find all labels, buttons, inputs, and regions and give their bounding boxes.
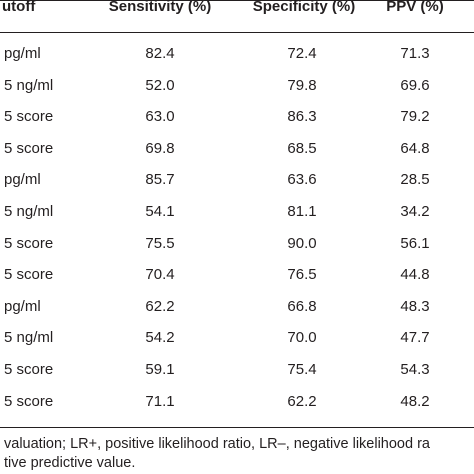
cell-ppv: 71.3 [400, 45, 430, 62]
cell-cutoff: pg/ml [4, 171, 41, 189]
cell-sensitivity: 59.1 [145, 361, 175, 378]
cell-cutoff: pg/ml [4, 45, 41, 62]
cell-cutoff: 5 score [4, 361, 54, 378]
table-top-rule [0, 0, 474, 1]
cell-ppv: 54.3 [400, 361, 430, 378]
header-specificity: Specificity (%) [252, 0, 356, 15]
cell-specificity: 62.2 [287, 392, 317, 410]
cell-cutoff: 5 ng/ml [4, 329, 54, 347]
cell-sensitivity: 52.0 [145, 76, 175, 94]
cell-ppv: 48.3 [400, 297, 430, 315]
header-sensitivity: Sensitivity (%) [108, 0, 212, 15]
footnote-line-2: tive predictive value. [4, 455, 136, 471]
header-cutoff: utoff [2, 0, 36, 15]
cell-ppv: 34.2 [400, 203, 430, 220]
table-bottom-rule [0, 427, 474, 428]
cell-specificity: 79.8 [287, 76, 317, 94]
cell-ppv: 56.1 [400, 234, 430, 252]
cell-specificity: 76.5 [287, 266, 317, 284]
cell-sensitivity: 71.1 [145, 392, 175, 410]
cell-ppv: 64.8 [400, 139, 430, 157]
cell-cutoff: 5 ng/ml [4, 76, 54, 94]
cell-cutoff: 5 score [4, 108, 54, 126]
cell-specificity: 75.4 [287, 361, 317, 378]
cell-sensitivity: 85.7 [145, 171, 175, 189]
cell-specificity: 68.5 [287, 139, 317, 157]
cell-specificity: 81.1 [287, 203, 317, 220]
cell-ppv: 69.6 [400, 76, 430, 94]
cell-specificity: 63.6 [287, 171, 317, 189]
cell-ppv: 47.7 [400, 329, 430, 347]
cell-sensitivity: 82.4 [145, 45, 175, 62]
footnote-line-1: valuation; LR+, positive likelihood rati… [4, 436, 430, 452]
cell-specificity: 66.8 [287, 297, 317, 315]
cell-ppv: 28.5 [400, 171, 430, 189]
header-ppv: PPV (%) [386, 0, 444, 15]
cell-cutoff: 5 score [4, 234, 54, 252]
cell-specificity: 70.0 [287, 329, 317, 347]
cell-cutoff: pg/ml [4, 297, 41, 315]
cell-ppv: 44.8 [400, 266, 430, 284]
cell-cutoff: 5 ng/ml [4, 203, 54, 220]
cell-ppv: 79.2 [400, 108, 430, 126]
cell-ppv: 48.2 [400, 392, 430, 410]
cell-specificity: 90.0 [287, 234, 317, 252]
table-header-rule [0, 32, 474, 33]
cell-cutoff: 5 score [4, 266, 54, 284]
cell-sensitivity: 54.1 [145, 203, 175, 220]
cell-cutoff: 5 score [4, 392, 54, 410]
cell-sensitivity: 75.5 [145, 234, 175, 252]
cell-sensitivity: 62.2 [145, 297, 175, 315]
cell-sensitivity: 70.4 [145, 266, 175, 284]
cell-sensitivity: 63.0 [145, 108, 175, 126]
cell-specificity: 86.3 [287, 108, 317, 126]
cell-sensitivity: 54.2 [145, 329, 175, 347]
cell-specificity: 72.4 [287, 45, 317, 62]
cell-cutoff: 5 score [4, 139, 54, 157]
cell-sensitivity: 69.8 [145, 139, 175, 157]
